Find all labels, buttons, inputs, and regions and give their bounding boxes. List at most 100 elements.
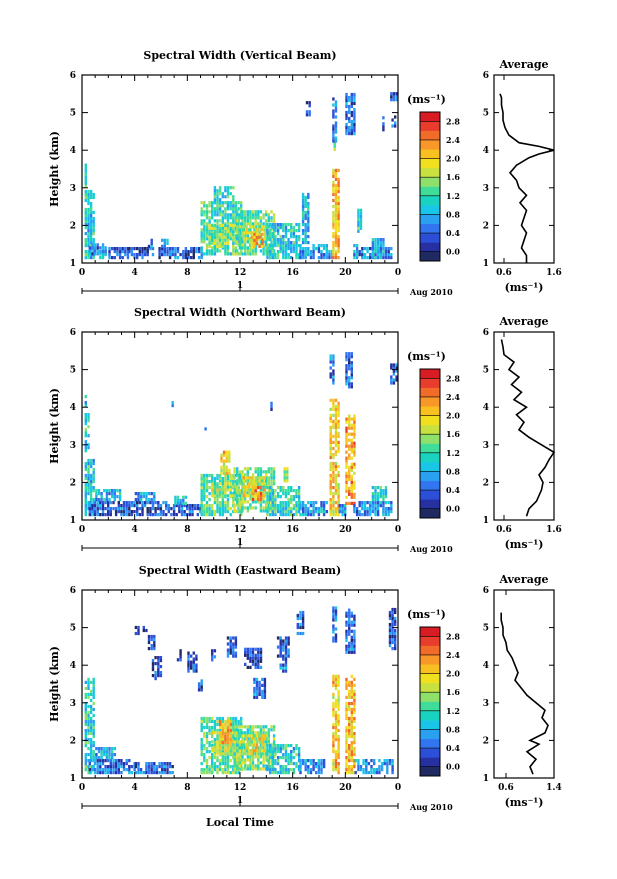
heatmap-cell: [345, 635, 348, 639]
heatmap-cell: [226, 507, 230, 511]
heatmap-cell: [337, 734, 340, 739]
heatmap-cell: [176, 250, 180, 254]
heatmap-cell: [253, 241, 256, 245]
heatmap-cell: [232, 186, 235, 190]
heatmap-cell: [203, 480, 206, 484]
heatmap-cell: [213, 192, 217, 196]
heatmap-cell: [251, 737, 255, 741]
heatmap-cell: [200, 682, 203, 686]
heatmap-cell: [92, 692, 95, 696]
heatmap-cell: [237, 501, 240, 505]
heatmap-cell: [345, 771, 348, 775]
heatmap-cell: [124, 253, 127, 257]
heatmap-cell: [211, 652, 214, 656]
heatmap-cell: [350, 456, 353, 460]
heatmap-cell: [353, 492, 356, 496]
heatmap-cell: [187, 253, 190, 257]
heatmap-cell: [84, 489, 87, 493]
heatmap-cell: [182, 501, 185, 505]
heatmap-cell: [211, 734, 214, 738]
heatmap-cell: [279, 244, 282, 248]
heatmap-cell: [232, 734, 235, 738]
heatmap-cell: [279, 510, 282, 514]
heatmap-cell: [270, 243, 273, 247]
heatmap-cell: [141, 510, 144, 514]
heatmap-cell: [350, 432, 353, 436]
heatmap-cell: [348, 367, 351, 371]
heatmap-cell: [270, 249, 273, 253]
heatmap-cell: [274, 504, 277, 508]
heatmap-cell: [87, 470, 90, 475]
heatmap-cell: [226, 238, 230, 242]
heatmap-cell: [92, 677, 95, 681]
heatmap-cell: [284, 513, 288, 517]
heatmap-cell: [141, 504, 144, 508]
heatmap-cell: [254, 659, 257, 663]
heatmap-cell: [259, 479, 263, 483]
heatmap-cell: [249, 665, 252, 669]
heatmap-cell: [348, 352, 351, 356]
heatmap-cell: [337, 504, 340, 508]
heatmap-cell: [84, 701, 87, 706]
heatmap-cell: [271, 492, 274, 496]
heatmap-cell: [359, 220, 363, 224]
heatmap-cell: [345, 695, 348, 699]
heatmap-cell: [348, 382, 351, 386]
heatmap-cell: [350, 680, 353, 684]
heatmap-cell: [221, 494, 224, 498]
heatmap-cell: [229, 482, 232, 486]
heatmap-cell: [267, 485, 270, 489]
heatmap-cell: [304, 507, 307, 511]
heatmap-cell: [130, 771, 134, 775]
heatmap-cell: [89, 210, 93, 215]
heatmap-cell: [255, 476, 259, 480]
heatmap-cell: [216, 716, 219, 721]
heatmap-cell: [138, 501, 141, 505]
colorbar-tick-label: 0.4: [446, 743, 460, 753]
heatmap-cell: [379, 501, 382, 505]
heatmap-cell: [329, 464, 332, 469]
heatmap-cell: [334, 241, 338, 245]
heatmap-cell: [224, 195, 227, 199]
heatmap-cell: [284, 244, 288, 248]
heatmap-cell: [328, 253, 331, 257]
heatmap-cell: [163, 765, 166, 769]
heatmap-cell: [301, 759, 305, 763]
heatmap-cell: [329, 480, 332, 484]
heatmap-cell: [216, 189, 219, 193]
heatmap-cell: [246, 479, 249, 483]
colorbar-swatch: [420, 462, 440, 472]
heatmap-cell: [92, 765, 95, 769]
heatmap-cell: [359, 223, 363, 227]
heatmap-cell: [295, 504, 298, 508]
heatmap-cell: [353, 719, 356, 724]
heatmap-cell: [394, 644, 397, 648]
heatmap-cell: [138, 250, 141, 254]
heatmap-cell: [290, 750, 293, 754]
heatmap-cell: [232, 244, 235, 248]
heatmap-cell: [96, 768, 99, 772]
heatmap-cell: [108, 489, 111, 493]
heatmap-cell: [353, 110, 356, 115]
heatmap-cell: [125, 501, 128, 505]
heatmap-cell: [84, 434, 87, 438]
heatmap-cell: [271, 504, 274, 508]
heatmap-cell: [361, 256, 364, 260]
heatmap-cell: [226, 510, 230, 514]
heatmap-cell: [229, 476, 232, 481]
heatmap-cell: [249, 228, 252, 232]
heatmap-cell: [345, 429, 348, 433]
heatmap-cell: [246, 222, 249, 226]
colorbar-tick-label: 2.4: [446, 392, 460, 402]
heatmap-cell: [211, 238, 214, 242]
heatmap-cell: [309, 501, 313, 505]
heatmap-cell: [238, 500, 242, 504]
heatmap-cell: [267, 479, 270, 483]
heatmap-cell: [271, 507, 274, 511]
average-y-tick-label: 5: [483, 109, 489, 119]
heatmap-cell: [270, 725, 273, 729]
heatmap-cell: [196, 513, 199, 517]
heatmap-cell: [84, 253, 87, 257]
heatmap-cell: [262, 500, 265, 504]
heatmap-cell: [384, 513, 388, 517]
